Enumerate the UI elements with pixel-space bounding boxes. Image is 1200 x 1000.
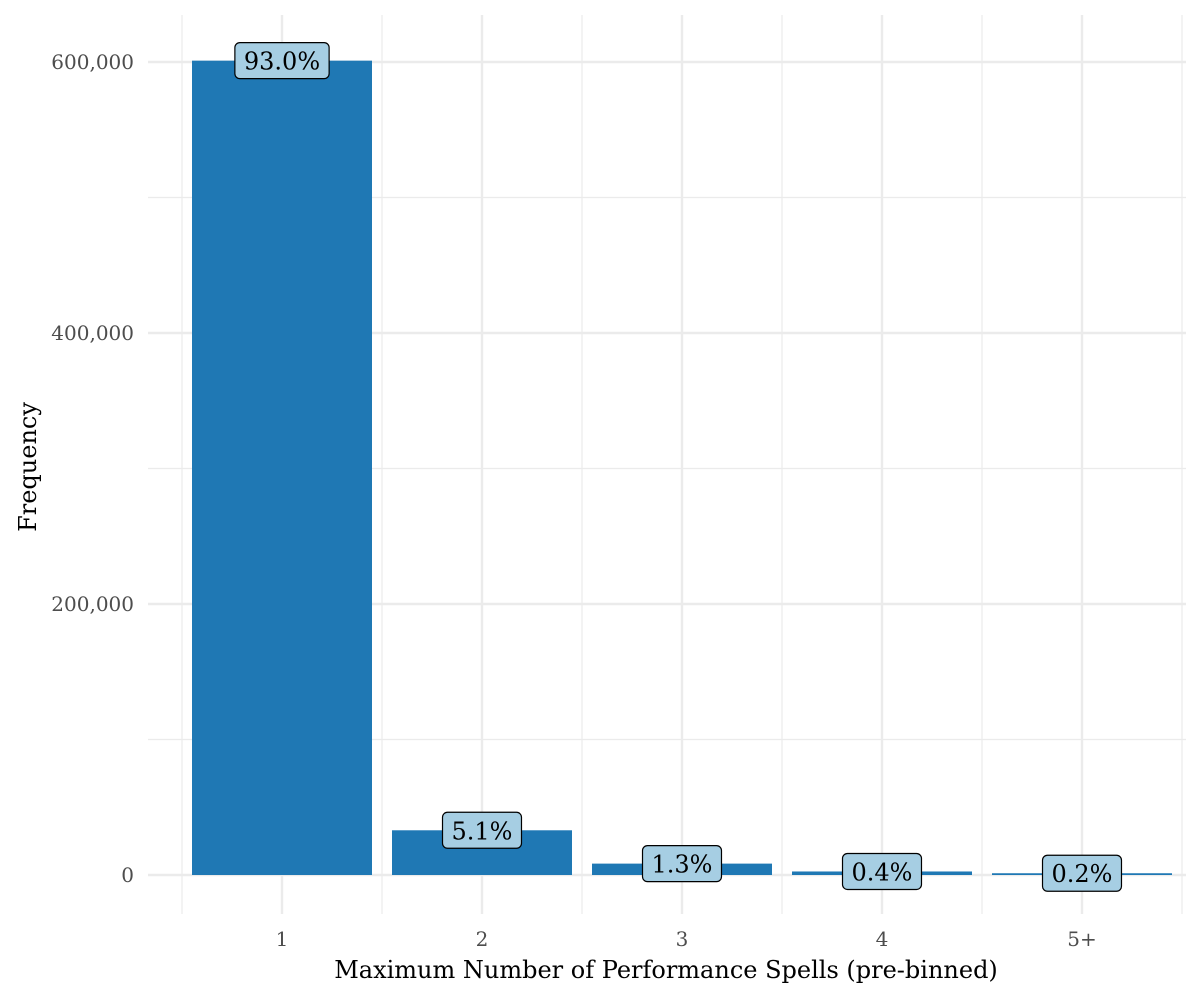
y-tick-label: 200,000 <box>51 592 134 616</box>
bar-1 <box>192 60 372 875</box>
axis-ticks: 0 200,000 400,000 600,000 1 2 3 4 5+ <box>51 50 1096 951</box>
data-labels: 93.0% 5.1% 1.3% 0.4% 0.2% <box>234 42 1123 892</box>
x-tick-label: 2 <box>476 927 489 951</box>
y-axis-title: Frequency <box>14 402 42 532</box>
data-label: 5.1% <box>441 811 523 849</box>
data-label-text: 1.3% <box>652 851 713 879</box>
y-tick-label: 400,000 <box>51 321 134 345</box>
data-label: 93.0% <box>234 42 330 80</box>
data-label-text: 0.2% <box>1052 860 1113 888</box>
x-tick-label: 4 <box>876 927 889 951</box>
x-tick-label: 3 <box>676 927 689 951</box>
data-label-text: 0.4% <box>852 858 913 886</box>
data-label-box <box>1041 854 1123 892</box>
data-label: 0.2% <box>1041 854 1123 892</box>
data-label-text: 5.1% <box>452 817 513 845</box>
x-tick-label: 5+ <box>1067 927 1096 951</box>
data-label-box <box>441 811 523 849</box>
x-axis-title: Maximum Number of Performance Spells (pr… <box>334 956 998 984</box>
y-tick-label: 0 <box>121 863 134 887</box>
data-label-box <box>234 42 330 80</box>
data-label-box <box>641 845 723 883</box>
data-label: 1.3% <box>641 845 723 883</box>
data-label: 0.4% <box>841 852 923 891</box>
data-label-box <box>841 852 923 891</box>
data-label-text: 93.0% <box>244 48 320 76</box>
y-tick-label: 600,000 <box>51 50 134 74</box>
x-tick-label: 1 <box>276 927 289 951</box>
